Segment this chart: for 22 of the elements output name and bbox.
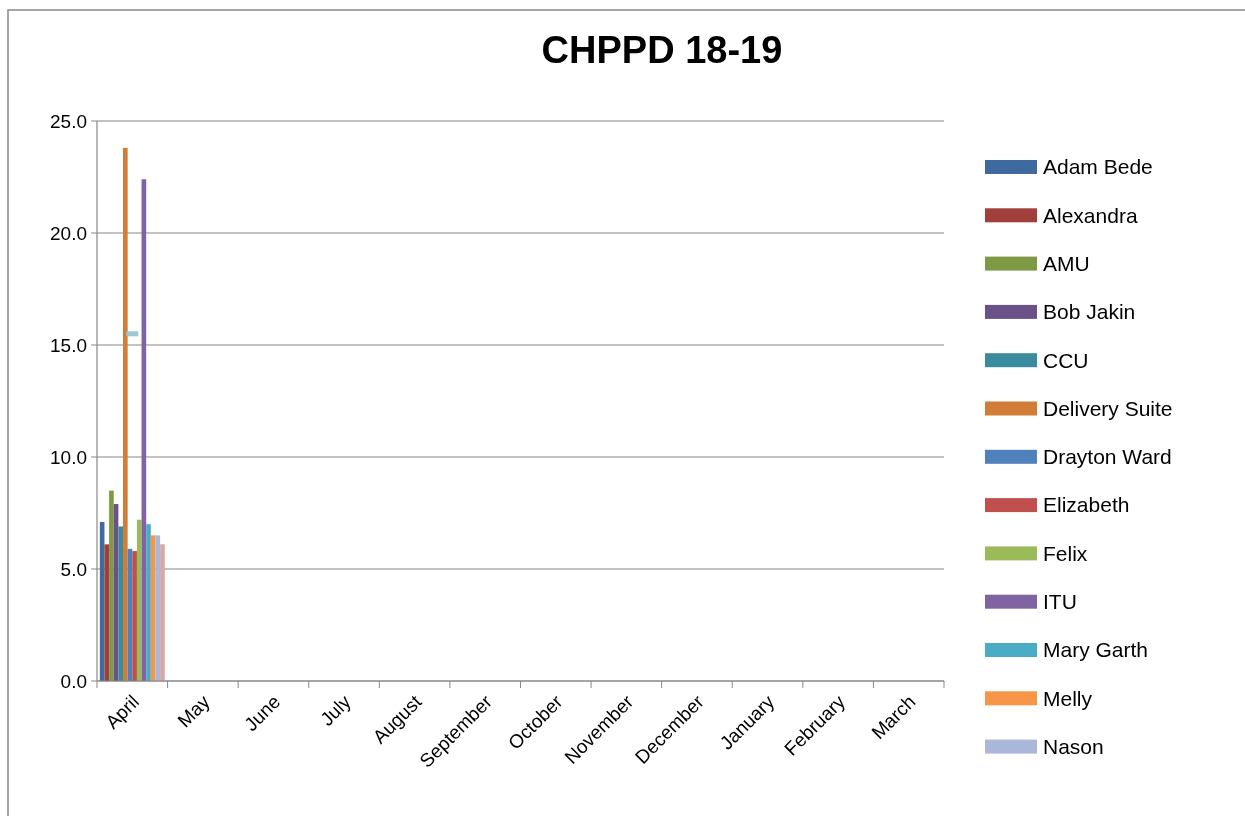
legend-label: Bob Jakin xyxy=(1043,300,1136,324)
legend-label: Delivery Suite xyxy=(1043,396,1173,420)
legend-label: CCU xyxy=(1043,348,1089,372)
x-tick-label: July xyxy=(316,690,356,730)
legend-label: Adam Bede xyxy=(1043,155,1153,179)
legend-label: ITU xyxy=(1043,590,1077,614)
y-tick-label: 5.0 xyxy=(60,558,87,580)
legend-label: Elizabeth xyxy=(1043,493,1130,517)
y-tick-label: 10.0 xyxy=(50,446,87,468)
y-tick-label: 15.0 xyxy=(50,334,87,356)
legend-label: Felix xyxy=(1043,541,1088,565)
legend-label: Mary Garth xyxy=(1043,638,1149,662)
legend-label: Melly xyxy=(1043,686,1093,710)
y-tick-label: 0.0 xyxy=(60,670,87,692)
legend-label: Alexandra xyxy=(1043,203,1138,227)
x-tick-label: May xyxy=(173,690,215,732)
y-tick-label: 20.0 xyxy=(50,222,87,244)
legend-label: AMU xyxy=(1043,251,1090,275)
chart-title: CHPPD 18-19 xyxy=(541,29,783,71)
legend-label: Nason xyxy=(1043,734,1104,758)
legend-label: Drayton Ward xyxy=(1043,445,1172,469)
y-tick-label: 25.0 xyxy=(50,110,87,132)
